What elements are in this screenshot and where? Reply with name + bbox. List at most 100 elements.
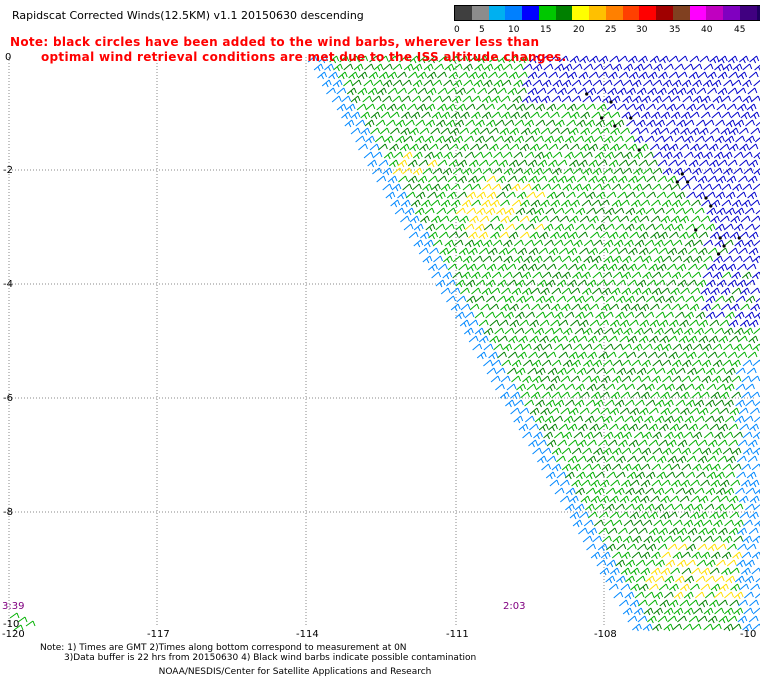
wind-barb <box>606 559 617 568</box>
wind-barb <box>655 295 666 304</box>
wind-barb <box>649 303 660 311</box>
wind-barb <box>376 103 387 112</box>
wind-barb <box>358 143 368 151</box>
wind-barb <box>622 95 633 104</box>
wind-barb <box>478 143 489 151</box>
wind-barb <box>701 447 712 456</box>
wind-barb <box>705 367 716 376</box>
wind-barb <box>510 183 521 192</box>
wind-barb <box>378 71 389 80</box>
wind-barb <box>537 455 547 464</box>
wind-barb <box>526 383 537 391</box>
wind-barb <box>673 415 684 424</box>
wind-barb <box>697 175 708 184</box>
wind-barb <box>616 455 626 464</box>
wind-barb <box>476 191 487 200</box>
wind-barb <box>710 407 720 415</box>
wind-barb <box>611 447 622 456</box>
wind-barb <box>638 599 648 607</box>
wind-barb <box>742 343 753 351</box>
wind-barb <box>572 183 583 192</box>
wind-barb <box>500 199 510 207</box>
wind-barb <box>606 351 617 359</box>
wind-barb <box>417 71 427 80</box>
wind-barb <box>372 167 382 175</box>
wind-barb <box>593 327 604 336</box>
wind-barb <box>717 87 728 96</box>
wind-barb <box>658 583 669 591</box>
wind-barb <box>591 463 602 471</box>
wind-barb <box>586 367 596 375</box>
wind-barb <box>603 255 614 264</box>
wind-barb <box>742 623 753 632</box>
wind-barb <box>565 503 575 512</box>
wind-barb <box>609 567 620 576</box>
wind-barb <box>533 431 543 440</box>
wind-barb <box>717 55 728 64</box>
wind-barb <box>394 207 405 215</box>
wind-barb <box>629 511 640 520</box>
wind-barb <box>459 143 470 152</box>
wind-barb <box>750 199 760 207</box>
wind-barb <box>744 575 755 584</box>
wind-barb <box>511 287 522 296</box>
wind-barb <box>605 575 616 584</box>
wind-barb <box>754 401 760 407</box>
wind-barb <box>482 255 493 263</box>
wind-barb <box>738 407 749 415</box>
wind-barb <box>407 103 417 111</box>
wind-barb <box>413 239 424 248</box>
wind-barb <box>714 575 725 583</box>
wind-barb <box>683 431 693 439</box>
wind-barb <box>339 55 350 63</box>
wind-barb <box>537 175 548 183</box>
wind-barb <box>636 175 647 183</box>
wind-barb <box>514 119 525 127</box>
wind-barb <box>728 247 739 255</box>
wind-barb <box>726 455 736 464</box>
wind-barb <box>736 559 746 568</box>
wind-barb <box>635 223 646 232</box>
product-title: Rapidscat Corrected Winds(12.5KM) v1.1 2… <box>12 9 364 22</box>
wind-barb <box>671 479 681 488</box>
wind-barb <box>513 239 524 247</box>
wind-barb <box>719 319 730 327</box>
wind-barb <box>714 415 725 424</box>
wind-barb <box>475 119 485 128</box>
wind-barb <box>521 95 532 104</box>
wind-barb <box>533 167 543 176</box>
wind-barb <box>508 335 519 344</box>
wind-barb <box>483 343 494 351</box>
wind-barb <box>595 295 605 303</box>
wind-barb <box>465 279 476 288</box>
wind-barb <box>617 263 628 272</box>
wind-barb <box>407 87 418 95</box>
wind-barb <box>402 183 413 191</box>
wind-barb <box>497 279 507 288</box>
wind-barb <box>636 367 647 376</box>
wind-barb <box>475 135 485 144</box>
wind-barb <box>618 527 628 535</box>
wind-barb <box>671 271 682 280</box>
wind-barb <box>703 607 714 616</box>
wind-barb <box>712 535 723 543</box>
wind-barb <box>729 599 740 607</box>
wind-barb <box>746 471 757 480</box>
wind-barb <box>390 199 401 208</box>
wind-barb <box>655 119 665 128</box>
wind-barb <box>621 183 632 191</box>
wind-barb <box>331 95 342 103</box>
wind-barb <box>670 567 681 575</box>
wind-barb <box>633 607 644 616</box>
wind-barb <box>515 279 526 288</box>
wind-barb <box>448 71 459 80</box>
wind-barb <box>707 247 718 255</box>
wind-barb <box>626 103 637 111</box>
wind-barb <box>704 327 715 335</box>
wind-barb <box>746 543 757 551</box>
wind-barb <box>490 199 500 208</box>
wind-barb <box>598 55 609 64</box>
wind-barb <box>632 343 643 352</box>
wind-barb <box>755 577 760 583</box>
wind-barb <box>604 151 615 160</box>
